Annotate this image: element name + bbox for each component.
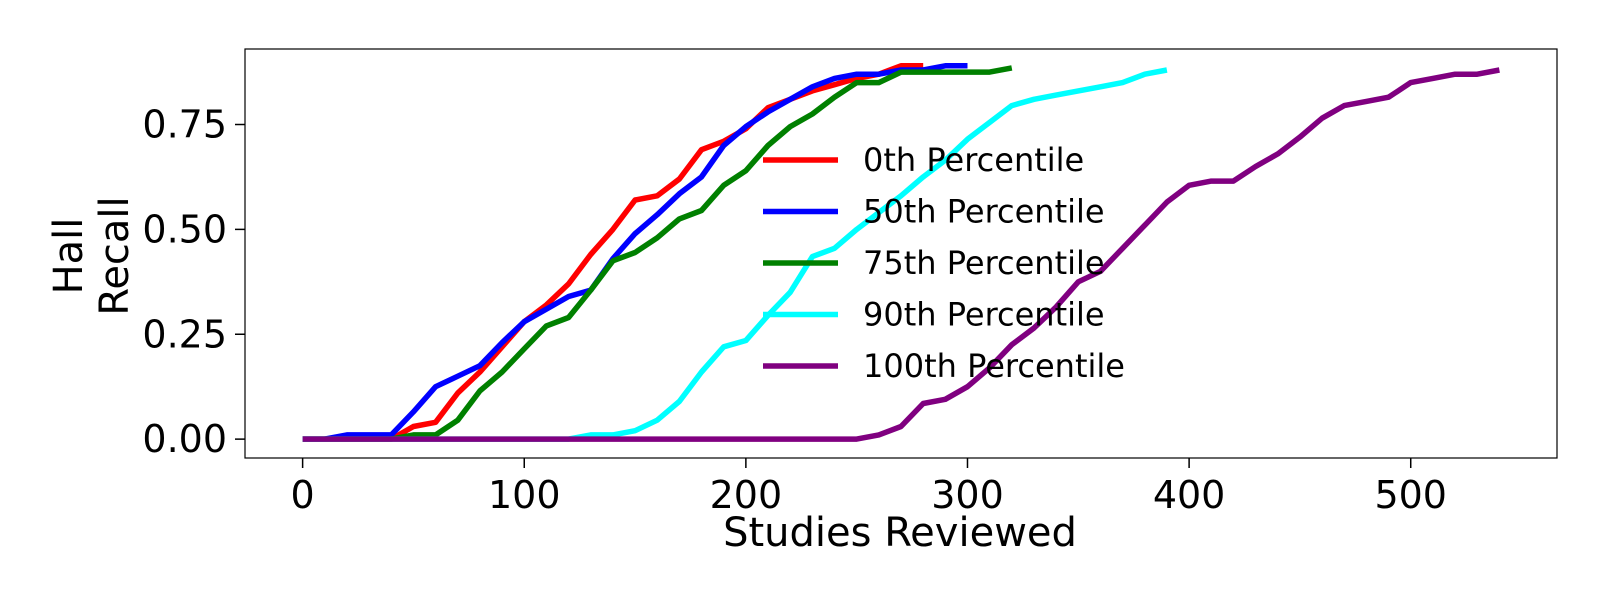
y-axis: 0.00 0.25 0.50 0.75	[142, 103, 245, 461]
series-line-0	[302, 63, 924, 442]
x-tick-label: 400	[1153, 473, 1226, 517]
y-tick-label: 0.75	[142, 103, 227, 147]
legend-label-4: 100th Percentile	[863, 347, 1125, 385]
legend-label-0: 0th Percentile	[863, 141, 1084, 179]
plot-frame	[244, 48, 1558, 459]
x-tick-label: 500	[1374, 473, 1447, 517]
legend-label-1: 50th Percentile	[863, 193, 1105, 231]
legend-label-3: 90th Percentile	[863, 296, 1105, 334]
x-tick-label: 300	[931, 473, 1004, 517]
y-tick-label: 0.25	[142, 312, 227, 356]
series-line-3	[302, 67, 1168, 442]
y-tick-label: 0.50	[142, 207, 227, 251]
series-layer	[302, 63, 1500, 442]
x-tick-label: 200	[710, 473, 783, 517]
x-axis: 0 100 200 300 400 500	[291, 458, 1447, 517]
y-axis-label-line-2: Recall	[92, 196, 138, 315]
legend: 0th Percentile 50th Percentile 75th Percen…	[763, 141, 1125, 385]
legend-label-2: 75th Percentile	[863, 244, 1105, 282]
series-line-1	[302, 63, 968, 442]
x-axis-label: Studies Reviewed	[723, 510, 1077, 556]
series-line-4	[302, 67, 1500, 442]
series-line-2	[302, 65, 1013, 442]
x-tick-label: 100	[488, 473, 561, 517]
x-tick-label: 0	[291, 473, 315, 517]
y-axis-label-line-1: Hall	[46, 218, 92, 295]
y-tick-label: 0.00	[142, 417, 227, 461]
